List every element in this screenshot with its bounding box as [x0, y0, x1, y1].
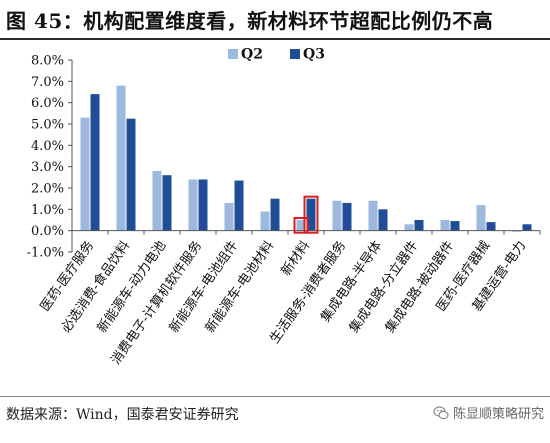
- wechat-icon: [433, 405, 449, 419]
- title-divider: [0, 38, 550, 40]
- highlight-layer: [293, 195, 319, 234]
- legend-swatch-q3: [290, 49, 300, 59]
- bar-q3-3: [198, 179, 208, 231]
- bar-q3-5: [270, 198, 280, 231]
- chart-legend: Q2 Q3: [228, 47, 325, 63]
- watermark-text: 陈显顺策略研究: [452, 407, 544, 422]
- bar-q3-0: [90, 94, 100, 231]
- bar-q2-8: [368, 200, 378, 231]
- bar-q3-8: [378, 209, 388, 231]
- bar-q2-5: [260, 211, 270, 231]
- y-tick-label: 2.0%: [31, 182, 64, 197]
- figure-title-bar: 图 45：机构配置维度看，新材料环节超配比例仍不高: [0, 0, 550, 38]
- bar-q2-12: [512, 230, 522, 232]
- bar-q3-4: [234, 180, 244, 231]
- highlight-box-q2: [293, 217, 309, 234]
- y-tick-label: 4.0%: [31, 139, 64, 154]
- y-tick-label: -1.0%: [27, 246, 64, 261]
- y-tick-label: 1.0%: [31, 203, 64, 218]
- bar-q3-10: [450, 221, 460, 231]
- bar-q3-12: [522, 224, 532, 231]
- y-axis: -1.0% 0.0% 1.0% 2.0% 3.0% 4.0% 5.0% 6.0% 7.0% 8.0…: [27, 54, 73, 261]
- y-tick-label: 0.0%: [31, 224, 64, 239]
- y-tick-label: 6.0%: [31, 96, 64, 111]
- bar-q2-4: [224, 202, 234, 231]
- y-tick-label: 5.0%: [31, 118, 64, 133]
- highlight-box-q3: [303, 195, 319, 234]
- chart-area: Q2 Q3 -1.0% 0.0% 1.0% 2.0% 3.0% 4.0% 5.0% 6.0% 7.…: [0, 40, 550, 392]
- watermark: 陈显顺策略研究: [433, 403, 544, 422]
- bar-q2-6: [296, 220, 306, 231]
- bar-q3-11: [486, 222, 496, 231]
- bar-q3-9: [414, 220, 424, 231]
- bar-q2-11: [476, 205, 486, 231]
- bar-q2-2: [152, 170, 162, 231]
- y-tick-label: 3.0%: [31, 160, 64, 175]
- legend-label-q2: Q2: [241, 47, 263, 63]
- footer-divider: [0, 396, 550, 397]
- source-note: 数据来源：Wind，国泰君安证券研究: [6, 407, 239, 423]
- bar-q2-0: [80, 117, 90, 231]
- x-axis: 医药-医疗服务必选消费-食品饮料新能源车-动力电池消费电子-计算机软件服务新能源…: [37, 230, 541, 368]
- bar-q2-7: [332, 200, 342, 231]
- bar-q2-3: [188, 179, 198, 231]
- bar-q2-10: [440, 220, 450, 231]
- bar-q3-1: [126, 118, 136, 231]
- bar-q2-1: [116, 85, 126, 231]
- bar-chart: Q2 Q3 -1.0% 0.0% 1.0% 2.0% 3.0% 4.0% 5.0% 6.0% 7.…: [27, 47, 541, 368]
- legend-swatch-q2: [228, 49, 238, 59]
- bar-q3-7: [342, 202, 352, 231]
- y-tick-label: 8.0%: [31, 54, 64, 69]
- bar-q3-2: [162, 175, 172, 231]
- bar-q3-6: [306, 198, 316, 231]
- x-category-label: 新材料: [278, 238, 313, 279]
- y-tick-label: 7.0%: [31, 75, 64, 90]
- figure-title: 图 45：机构配置维度看，新材料环节超配比例仍不高: [6, 8, 494, 33]
- bar-q2-9: [404, 224, 414, 231]
- legend-label-q3: Q3: [303, 47, 325, 63]
- bar-series: [80, 85, 532, 232]
